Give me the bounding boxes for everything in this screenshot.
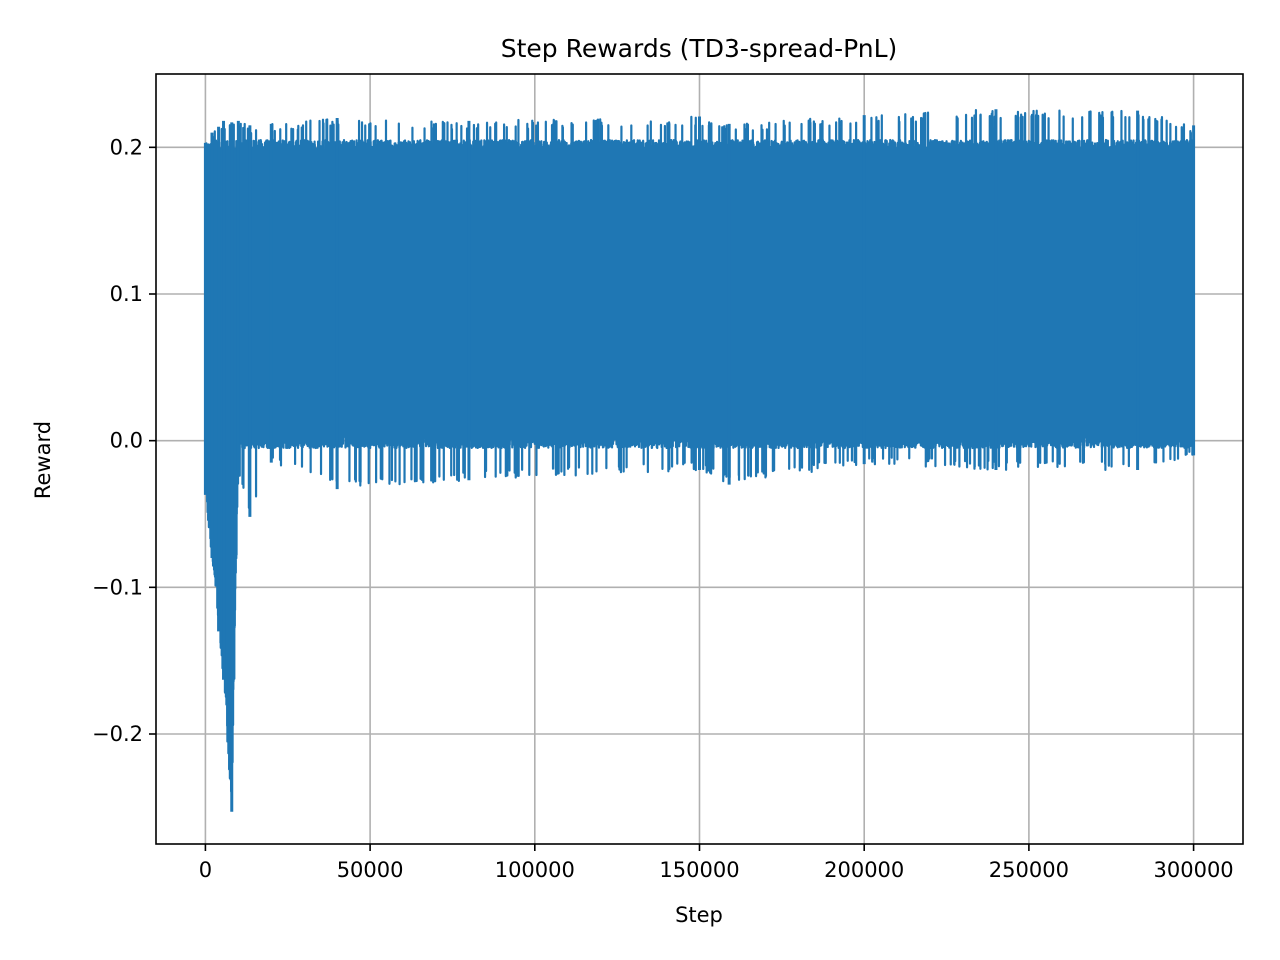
y-tick-label: 0.1	[110, 282, 143, 306]
y-axis-label: Reward	[31, 421, 55, 499]
y-tick-label: 0.0	[110, 429, 143, 453]
x-tick-label: 0	[199, 858, 212, 882]
y-tick-label: 0.2	[110, 135, 143, 159]
series-layer	[203, 109, 1196, 812]
x-tick-label: 300000	[1154, 858, 1234, 882]
x-tick-label: 150000	[659, 858, 739, 882]
x-tick-label: 50000	[337, 858, 404, 882]
y-tick-label: −0.2	[92, 722, 143, 746]
y-tick-label: −0.1	[92, 575, 143, 599]
x-tick-label: 100000	[495, 858, 575, 882]
x-tick-label: 250000	[989, 858, 1069, 882]
tick-layer: 0 50000 100000 150000 200000 250000 300000 −0.2…	[92, 135, 1234, 882]
chart-title: Step Rewards (TD3-spread-PnL)	[501, 34, 898, 63]
x-tick-label: 200000	[824, 858, 904, 882]
x-axis-label: Step	[675, 903, 723, 927]
